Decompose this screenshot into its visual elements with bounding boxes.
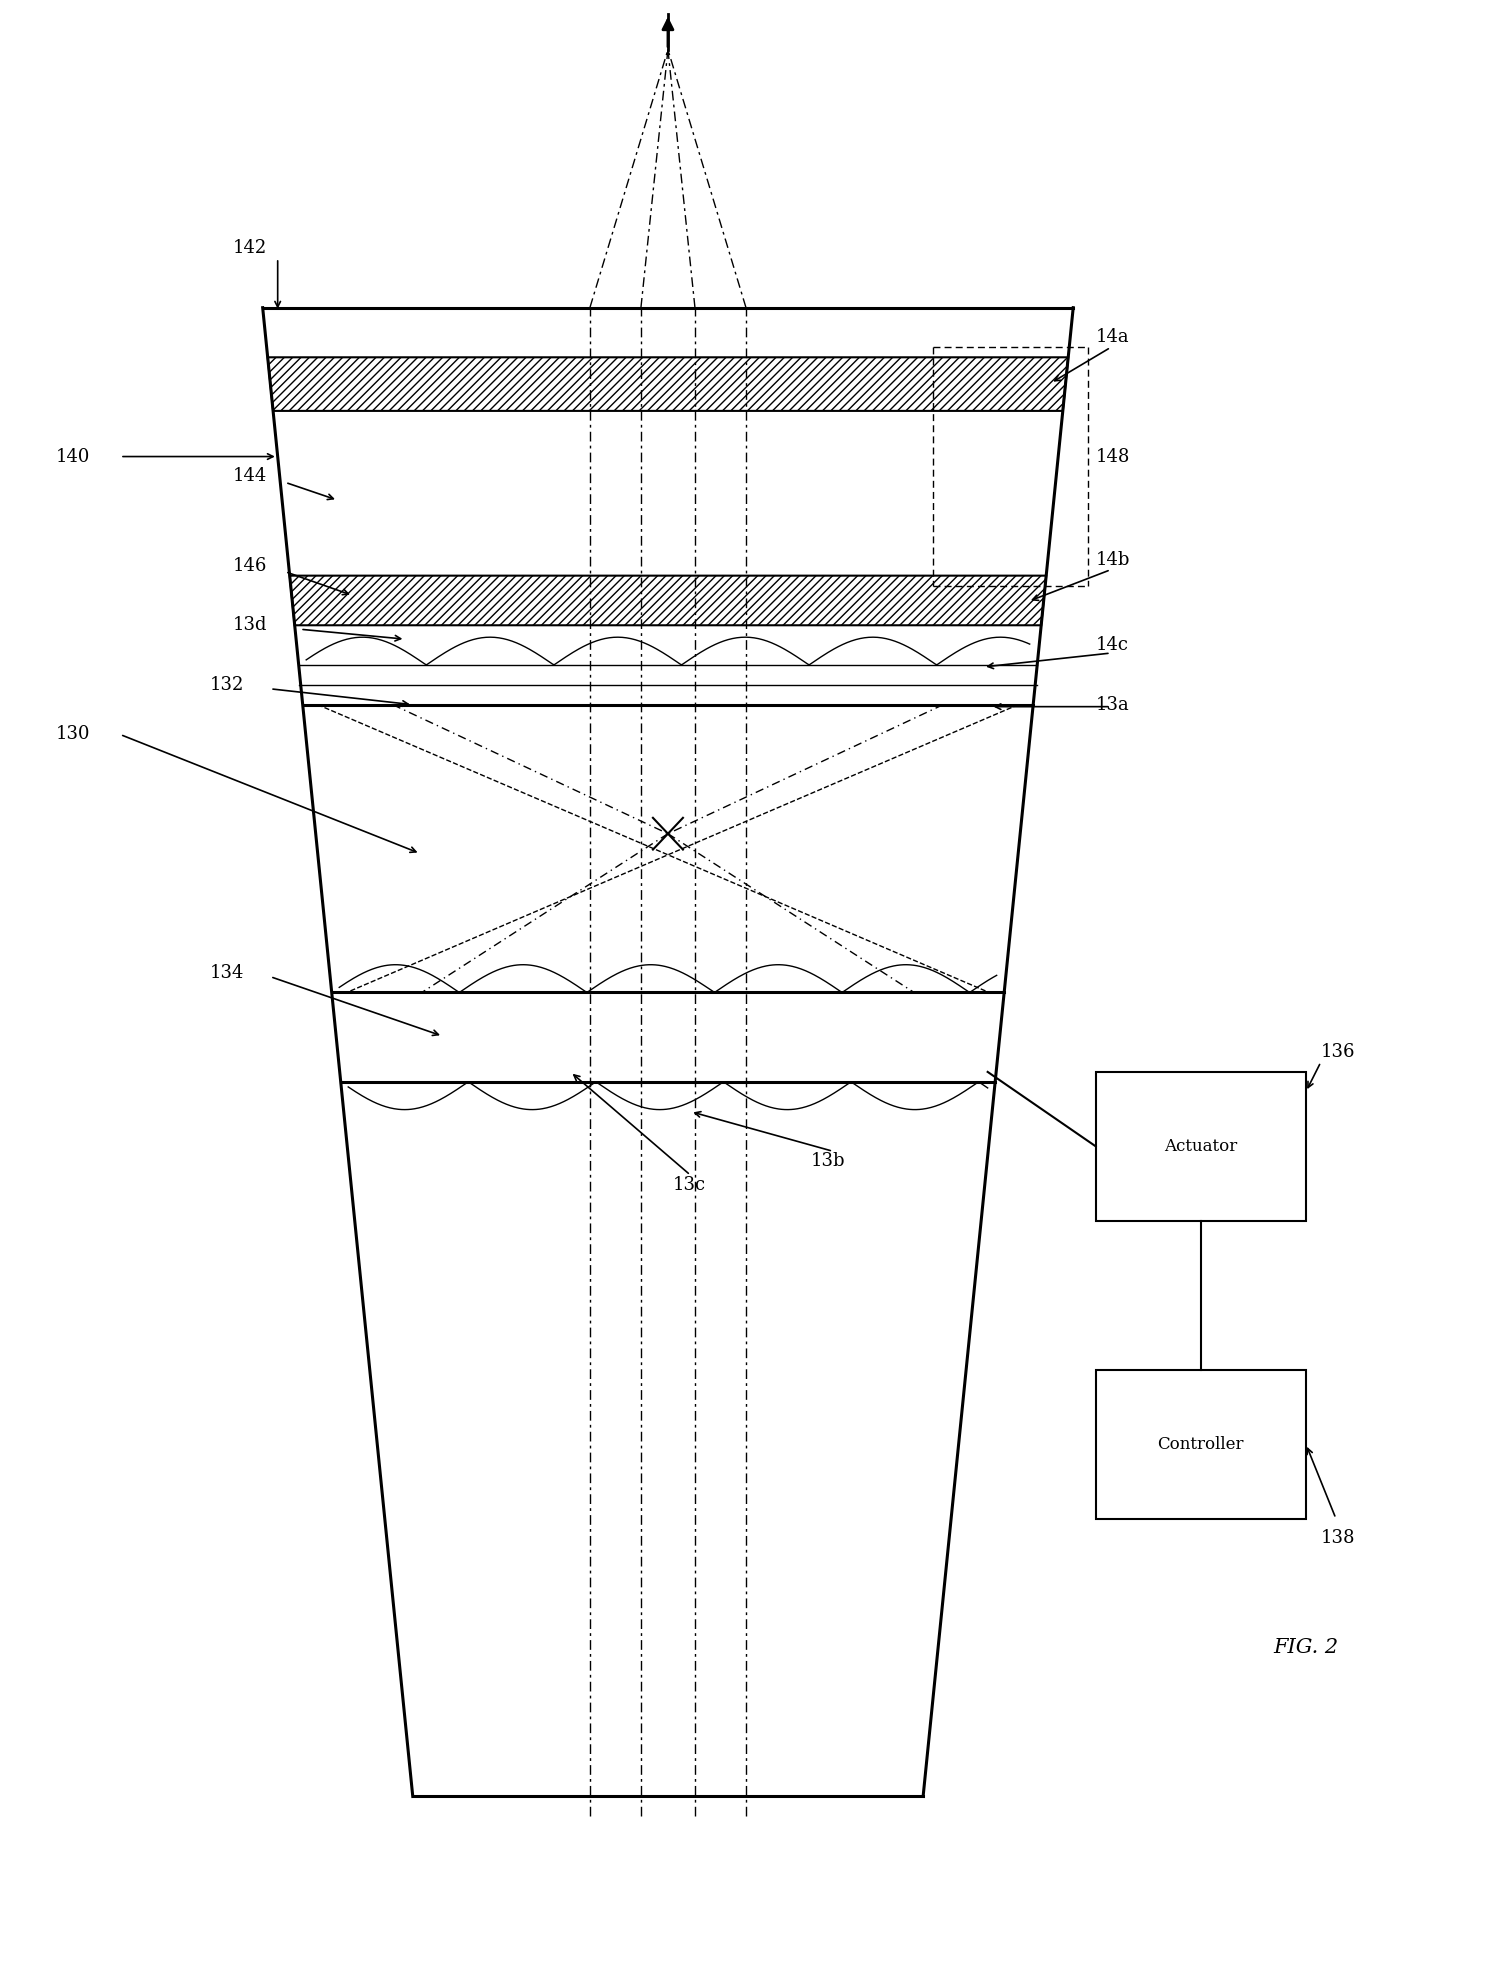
Text: 14a: 14a [1096,328,1129,347]
Text: 13b: 13b [811,1151,845,1171]
Text: 14b: 14b [1096,550,1130,570]
Text: 136: 136 [1321,1042,1355,1062]
Text: 140: 140 [56,447,90,466]
Text: 13c: 13c [672,1175,705,1195]
Text: 138: 138 [1321,1528,1355,1548]
Polygon shape [267,357,1069,411]
Text: 142: 142 [233,238,267,258]
Text: 14c: 14c [1096,635,1129,655]
Text: 134: 134 [210,963,245,983]
Text: 130: 130 [56,725,90,744]
Text: 13a: 13a [1096,695,1129,715]
Text: 13d: 13d [233,615,267,635]
Text: FIG. 2: FIG. 2 [1273,1638,1339,1657]
Text: Actuator: Actuator [1165,1137,1237,1155]
Text: 144: 144 [233,466,267,486]
Bar [1096,1370,1306,1519]
Polygon shape [290,576,1046,625]
Text: Controller: Controller [1157,1435,1244,1453]
Text: 132: 132 [210,675,245,695]
Bar [1096,1072,1306,1221]
Text: 146: 146 [233,556,267,576]
Text: 148: 148 [1096,447,1130,466]
